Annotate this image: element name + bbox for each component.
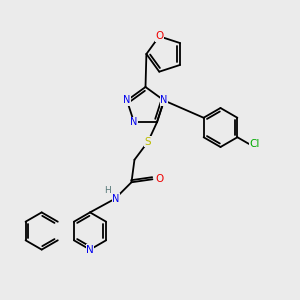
Text: S: S [145,137,151,147]
Text: O: O [155,174,163,184]
Text: H: H [105,186,111,195]
Text: N: N [160,95,168,106]
Text: N: N [112,194,120,204]
Text: N: N [86,244,94,255]
Text: O: O [155,31,164,41]
Text: N: N [130,117,138,127]
Text: Cl: Cl [249,139,260,149]
Text: N: N [123,95,130,106]
